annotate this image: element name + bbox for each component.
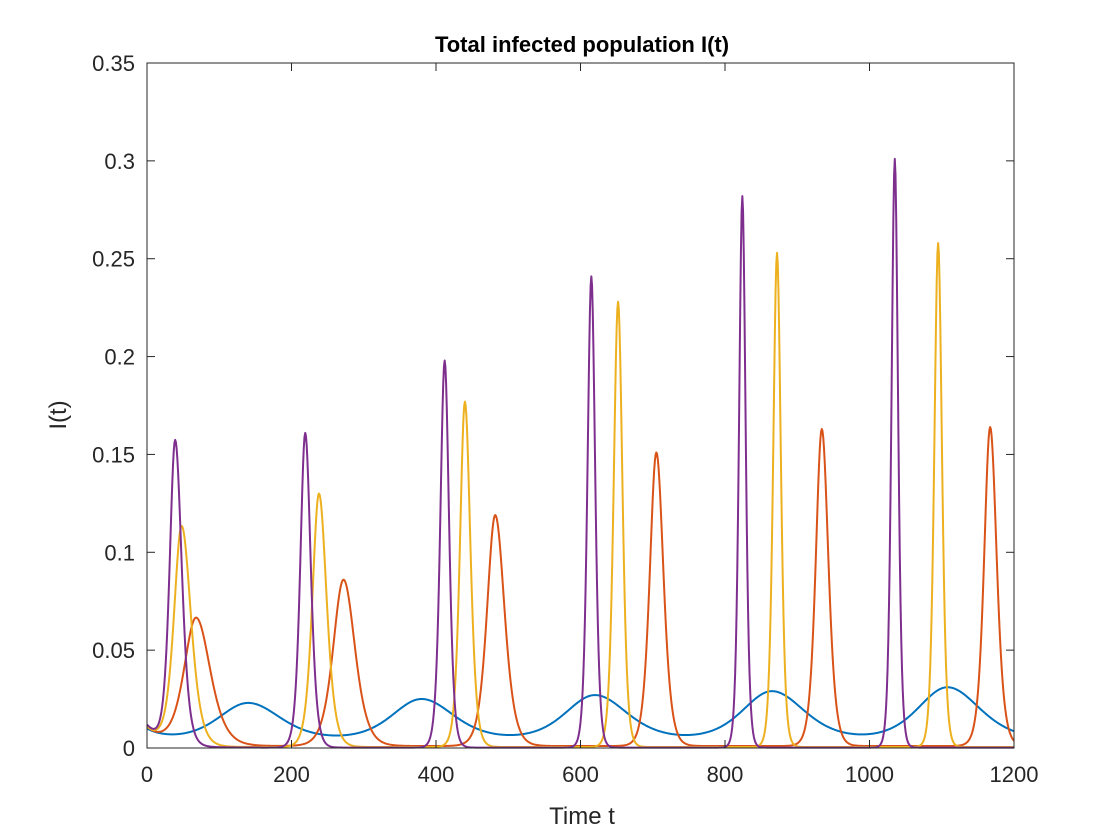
y-tick-label: 0.05 (92, 638, 135, 663)
x-tick-label: 0 (141, 762, 153, 787)
x-axis: 0 200 400 600 800 1000 1200 (141, 63, 1039, 787)
y-tick-label: 0.25 (92, 247, 135, 272)
chart-title: Total infected population I(t) (435, 32, 729, 57)
x-tick-label: 1200 (990, 762, 1039, 787)
x-tick-label: 200 (273, 762, 310, 787)
y-tick-label: 0.1 (104, 540, 135, 565)
x-axis-label: Time t (549, 803, 615, 830)
y-tick-label: 0.35 (92, 51, 135, 76)
y-tick-label: 0.3 (104, 149, 135, 174)
y-axis-label: I(t) (45, 400, 72, 429)
x-tick-label: 1000 (845, 762, 894, 787)
x-tick-label: 400 (418, 762, 455, 787)
y-tick-label: 0 (123, 736, 135, 761)
y-axis: 0 0.05 0.1 0.15 0.2 0.25 0.3 0.35 (92, 51, 1014, 761)
y-tick-label: 0.15 (92, 442, 135, 467)
x-tick-label: 800 (707, 762, 744, 787)
x-tick-label: 600 (562, 762, 599, 787)
y-tick-label: 0.2 (104, 345, 135, 370)
